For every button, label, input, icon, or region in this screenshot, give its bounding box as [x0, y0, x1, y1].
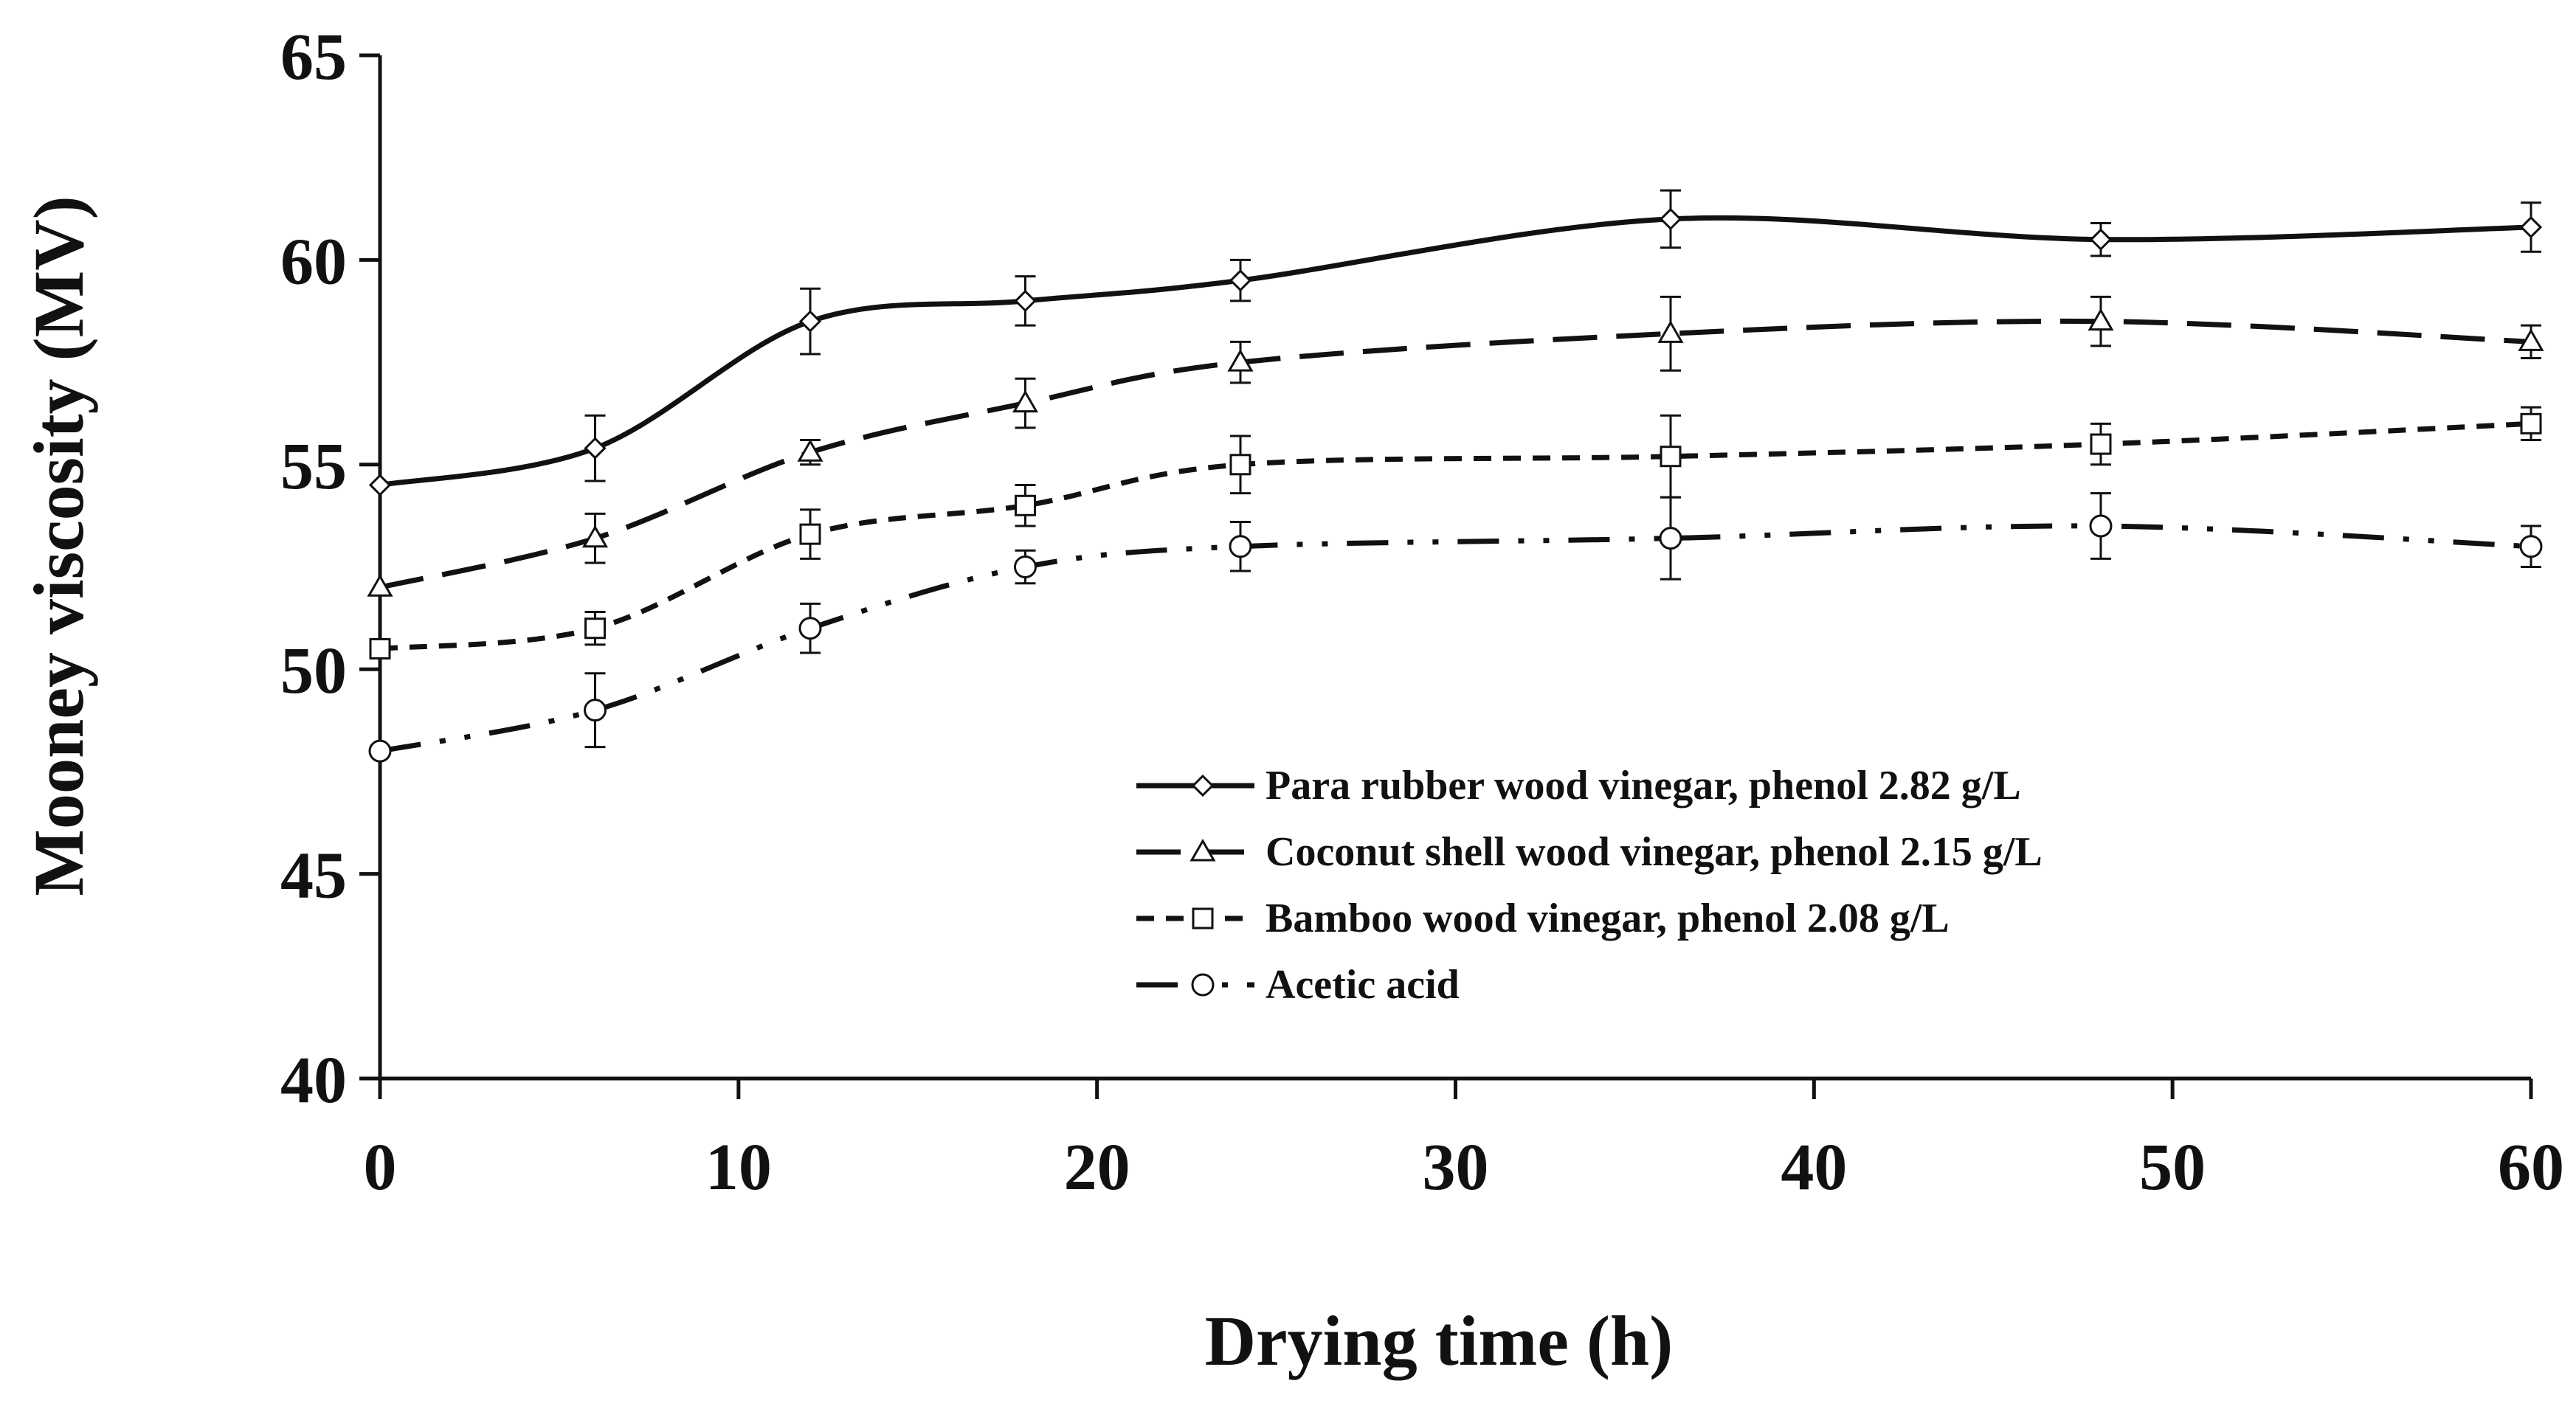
x-tick-label: 20	[1064, 1131, 1130, 1204]
plot-area	[367, 189, 2544, 763]
series-line	[379, 318, 2532, 590]
data-point	[581, 525, 609, 548]
series-line	[379, 523, 2532, 754]
series-1	[368, 189, 2543, 496]
data-point	[584, 699, 607, 722]
data-point	[1659, 527, 1682, 550]
data-point	[798, 617, 822, 640]
y-tick-label: 60	[280, 225, 347, 298]
data-point	[2520, 412, 2542, 435]
data-point	[1014, 555, 1037, 578]
x-tick-label: 50	[2139, 1131, 2206, 1204]
data-point	[369, 637, 391, 660]
data-point	[368, 739, 392, 763]
data-point	[1229, 454, 1251, 476]
series-line	[379, 215, 2532, 488]
data-point	[2518, 328, 2544, 351]
x-tick-label: 0	[364, 1131, 397, 1204]
data-point	[2089, 514, 2113, 538]
data-point	[1659, 207, 1682, 231]
legend-marker	[1191, 973, 1215, 997]
y-tick-label: 45	[280, 839, 347, 913]
y-tick-label: 65	[280, 21, 347, 94]
data-point	[584, 437, 607, 460]
x-tick-label: 40	[1781, 1131, 1847, 1204]
data-point	[2519, 215, 2543, 239]
data-point	[2088, 308, 2114, 331]
data-point	[1660, 446, 1682, 468]
data-point	[368, 474, 392, 496]
series-3	[369, 406, 2542, 660]
x-axis-title: Drying time (h)	[1205, 1301, 1674, 1380]
data-point	[2519, 535, 2543, 558]
series-2	[367, 295, 2544, 597]
data-point	[797, 439, 823, 462]
y-tick-label: 40	[280, 1044, 347, 1117]
y-tick-label: 55	[280, 430, 347, 503]
data-point	[367, 574, 393, 597]
legend-marker	[1192, 907, 1214, 929]
legend-marker	[1191, 774, 1215, 797]
data-point	[1229, 535, 1252, 558]
data-point	[1227, 349, 1254, 372]
data-point	[1015, 494, 1036, 516]
data-point	[2090, 433, 2112, 455]
legend: Para rubber wood vinegar, phenol 2.82 g/…	[1136, 763, 2043, 1008]
data-point	[584, 617, 606, 640]
legend-label: Para rubber wood vinegar, phenol 2.82 g/…	[1265, 763, 2021, 809]
y-axis-title: Mooney viscosity (MV)	[19, 195, 98, 896]
legend-label: Bamboo wood vinegar, phenol 2.08 g/L	[1265, 896, 1950, 941]
data-point	[1014, 289, 1037, 313]
legend-label: Acetic acid	[1265, 962, 1460, 1008]
data-point	[2089, 228, 2113, 251]
data-point	[1012, 390, 1039, 413]
data-point	[799, 523, 821, 545]
axes: 40 45 50 55 60 65 0 10 20 30 40 50 60	[280, 21, 2564, 1204]
y-tick-label: 50	[280, 634, 347, 707]
series-4	[368, 492, 2543, 763]
x-tick-label: 60	[2498, 1131, 2564, 1204]
series-line	[379, 420, 2532, 651]
data-point	[1229, 269, 1252, 292]
legend-marker	[1189, 839, 1216, 862]
x-tick-label: 10	[705, 1131, 772, 1204]
data-point	[1657, 320, 1684, 343]
legend-label: Coconut shell wood vinegar, phenol 2.15 …	[1265, 829, 2043, 875]
x-tick-label: 30	[1423, 1131, 1489, 1204]
data-point	[798, 310, 822, 333]
